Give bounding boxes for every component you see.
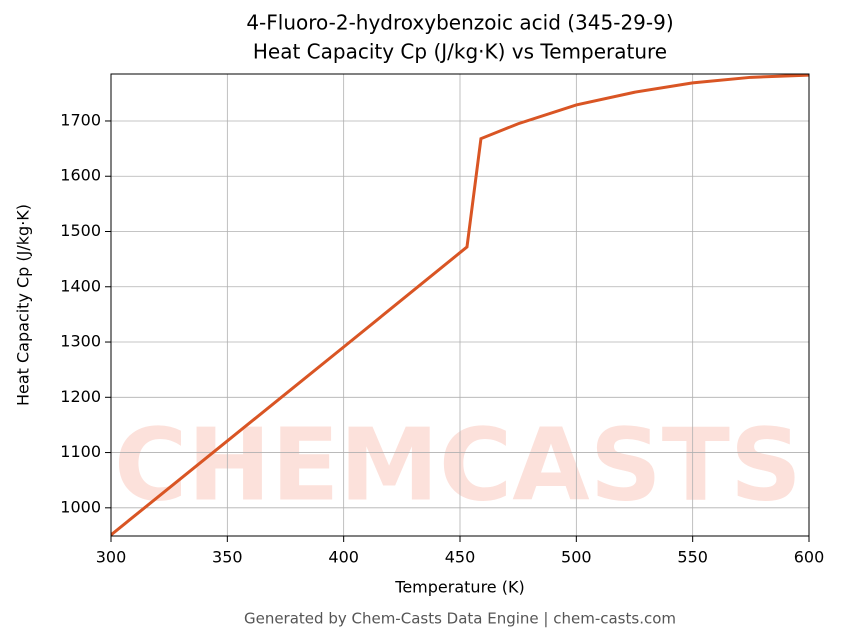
chart-title: 4-Fluoro-2-hydroxybenzoic acid (345-29-9… [246, 11, 673, 35]
y-tick-label: 1000 [60, 497, 101, 516]
y-tick-label: 1100 [60, 442, 101, 461]
x-tick-label: 300 [96, 548, 127, 567]
x-tick-label: 550 [677, 548, 708, 567]
chart-subtitle: Heat Capacity Cp (J/kg·K) vs Temperature [253, 40, 667, 64]
line [111, 73, 809, 536]
x-tick-label: 400 [328, 548, 359, 567]
y-tick-label: 1700 [60, 110, 101, 129]
y-axis-label: Heat Capacity Cp (J/kg·K) [14, 204, 33, 406]
y-tick-label: 1200 [60, 387, 101, 406]
watermark: CHEMCASTS [114, 406, 802, 523]
x-tick-label: 500 [561, 548, 592, 567]
y-tick-label: 1400 [60, 276, 101, 295]
x-axis-label: Temperature (K) [394, 578, 524, 597]
footer: Generated by Chem-Casts Data Engine | ch… [244, 610, 676, 628]
x-tick-label: 600 [794, 548, 825, 567]
plot-frame [110, 73, 810, 537]
y-tick-label: 1500 [60, 221, 101, 240]
x-tick-label: 350 [212, 548, 243, 567]
y-tick-label: 1600 [60, 166, 101, 185]
x-tick-label: 450 [445, 548, 476, 567]
y-tick-label: 1300 [60, 332, 101, 351]
